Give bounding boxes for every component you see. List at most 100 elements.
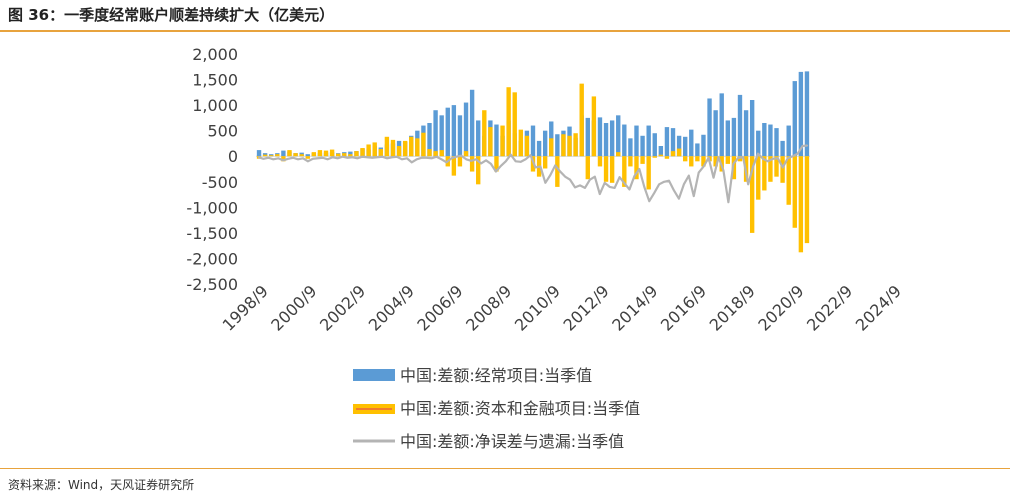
bar-s1-72 xyxy=(695,156,700,162)
errors-point-73 xyxy=(618,176,621,178)
bar-s0-79 xyxy=(737,94,743,157)
errors-point-41 xyxy=(460,155,462,157)
bar-s0-2 xyxy=(269,154,274,157)
bar-s0-64 xyxy=(646,125,651,157)
x-tick-label: 2020/9 xyxy=(754,281,807,334)
bar-s1-3 xyxy=(275,154,280,157)
bar-s0-49 xyxy=(555,134,560,157)
bar-s1-41 xyxy=(506,87,511,157)
errors-point-62 xyxy=(564,176,566,178)
errors-point-26 xyxy=(386,157,388,159)
bar-s1-55 xyxy=(591,96,597,157)
bar-s0-84 xyxy=(768,124,773,157)
errors-point-87 xyxy=(688,175,690,177)
errors-point-20 xyxy=(356,157,358,159)
bar-s0-58 xyxy=(609,120,615,157)
bar-s0-36 xyxy=(476,120,481,157)
bar-s1-47 xyxy=(542,156,548,169)
bar-s0-31 xyxy=(445,107,450,157)
errors-point-48 xyxy=(495,170,497,173)
series-current-account-bars xyxy=(256,71,810,157)
x-tick-label: 2010/9 xyxy=(511,281,564,334)
errors-point-23 xyxy=(371,157,373,159)
bar-s1-38 xyxy=(488,127,493,157)
bar-s1-65 xyxy=(652,156,657,158)
bar-s1-81 xyxy=(749,156,755,233)
errors-point-75 xyxy=(628,188,631,191)
errors-point-17 xyxy=(341,156,344,158)
bar-s0-71 xyxy=(689,129,694,157)
bar-s0-68 xyxy=(670,128,676,157)
errors-point-38 xyxy=(445,161,448,163)
bar-s0-59 xyxy=(616,115,621,157)
bar-s1-52 xyxy=(573,133,578,157)
errors-point-35 xyxy=(431,157,433,159)
errors-point-96 xyxy=(732,163,734,165)
bar-s0-65 xyxy=(652,133,657,157)
errors-point-108 xyxy=(792,155,794,157)
errors-point-43 xyxy=(470,160,472,162)
errors-point-10 xyxy=(307,160,309,162)
errors-point-102 xyxy=(762,158,764,160)
bar-s1-40 xyxy=(500,125,505,157)
errors-point-6 xyxy=(287,158,289,160)
errors-point-98 xyxy=(742,156,744,158)
bar-s1-30 xyxy=(439,150,444,157)
bar-s1-61 xyxy=(628,156,633,167)
errors-point-31 xyxy=(411,161,413,163)
legend-label-current: 中国:差额:经常项目:当季值 xyxy=(400,366,592,385)
bar-s0-69 xyxy=(676,135,682,157)
bar-s1-88 xyxy=(792,156,797,228)
bar-s1-37 xyxy=(482,110,487,157)
bar-s1-39 xyxy=(494,156,499,172)
errors-point-15 xyxy=(332,156,334,158)
errors-point-83 xyxy=(668,180,670,182)
y-tick-label: -2,000 xyxy=(186,249,238,268)
errors-point-30 xyxy=(406,157,408,159)
errors-point-50 xyxy=(505,160,507,162)
errors-point-110 xyxy=(801,145,804,147)
footer-rule xyxy=(0,468,1010,469)
bar-s1-34 xyxy=(463,151,469,157)
errors-point-13 xyxy=(322,157,324,159)
bar-s1-10 xyxy=(317,150,323,157)
bar-s0-88 xyxy=(792,81,797,157)
errors-point-97 xyxy=(737,157,739,159)
y-tick-label: 1,000 xyxy=(192,96,238,115)
bar-s0-86 xyxy=(780,140,785,157)
bar-s1-16 xyxy=(354,151,359,157)
bar-s1-66 xyxy=(658,154,664,157)
errors-point-32 xyxy=(416,158,418,160)
bar-s0-35 xyxy=(469,89,475,157)
errors-point-28 xyxy=(396,156,398,158)
errors-point-94 xyxy=(722,169,725,172)
x-tick-label: 2008/9 xyxy=(462,281,515,334)
x-tick-label: 2024/9 xyxy=(852,281,905,334)
errors-point-67 xyxy=(589,179,591,181)
bar-s1-83 xyxy=(762,156,767,191)
y-tick-label: -2,500 xyxy=(186,275,238,294)
y-tick-label: -500 xyxy=(202,173,238,192)
errors-point-5 xyxy=(282,159,284,161)
bar-s0-77 xyxy=(725,120,730,157)
x-tick-label: 2006/9 xyxy=(413,281,466,334)
errors-point-52 xyxy=(515,160,517,162)
errors-point-8 xyxy=(297,158,299,160)
y-tick-label: 0 xyxy=(228,147,238,166)
errors-point-91 xyxy=(708,157,710,159)
errors-point-7 xyxy=(292,157,294,159)
bar-s1-68 xyxy=(670,151,676,157)
errors-point-19 xyxy=(351,156,354,158)
errors-point-86 xyxy=(683,183,685,185)
bar-s0-4 xyxy=(281,150,286,157)
bar-s1-7 xyxy=(299,154,304,157)
errors-point-105 xyxy=(777,157,779,159)
bar-s0-89 xyxy=(798,71,804,157)
bar-s1-29 xyxy=(433,151,438,157)
errors-point-79 xyxy=(648,200,650,202)
bar-s1-58 xyxy=(609,156,615,183)
bar-s0-46 xyxy=(536,140,542,157)
errors-point-4 xyxy=(277,157,279,159)
x-tick-label: 2014/9 xyxy=(608,281,661,334)
errors-point-46 xyxy=(485,159,487,161)
